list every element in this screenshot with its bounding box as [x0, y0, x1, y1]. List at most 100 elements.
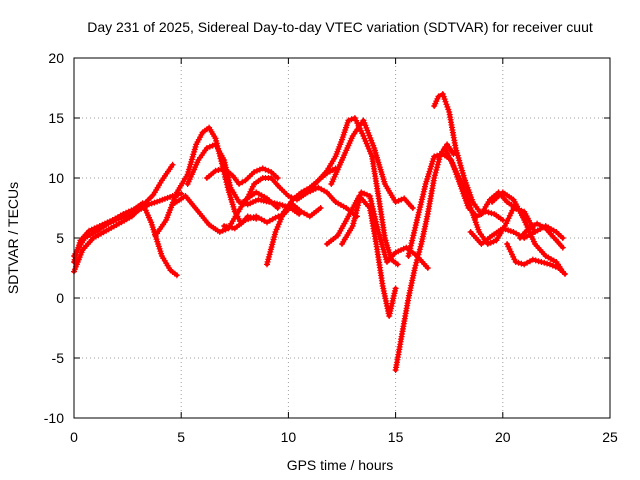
data-point [559, 244, 566, 251]
data-point [169, 161, 176, 168]
data-series [328, 117, 416, 211]
y-axis-label: SDTVAR / TECUs [5, 182, 21, 294]
data-point [411, 265, 418, 271]
data-point [317, 205, 324, 211]
x-tick-label: 15 [388, 429, 404, 445]
data-point [252, 197, 259, 204]
data-point [549, 262, 556, 269]
data-series [504, 241, 568, 277]
y-tick-label: 20 [48, 50, 64, 66]
data-point [414, 257, 420, 263]
data-point [206, 143, 213, 150]
data-point [151, 199, 158, 206]
data-point [431, 175, 438, 181]
y-tick-label: 5 [56, 230, 64, 246]
data-point [154, 198, 161, 205]
data-point [254, 167, 260, 174]
data-point [552, 263, 559, 270]
data-point [219, 227, 226, 234]
data-point [490, 238, 497, 245]
data-point [358, 189, 365, 196]
data-point [499, 217, 506, 223]
data-point [432, 169, 439, 176]
data-point [488, 210, 495, 217]
data-point [433, 167, 440, 173]
chart-title: Day 231 of 2025, Sidereal Day-to-day VTE… [87, 19, 593, 35]
grid [74, 58, 610, 418]
data-point [518, 260, 525, 267]
data-point [178, 190, 185, 197]
data-point [279, 202, 286, 209]
data-point [348, 116, 355, 123]
data-point [392, 249, 399, 256]
data-point [148, 200, 155, 207]
x-axis-label: GPS time / hours [287, 457, 394, 473]
data-point [442, 98, 449, 105]
data-point [361, 190, 368, 197]
data-point [276, 201, 283, 208]
y-tick-label: 0 [56, 290, 64, 306]
data-series [517, 220, 566, 251]
data-point [507, 228, 514, 235]
data-point [250, 199, 256, 205]
x-tick-label: 25 [602, 429, 618, 445]
data-point [345, 117, 352, 124]
data-point [544, 260, 551, 267]
data-point [236, 199, 243, 205]
data-point [218, 166, 225, 173]
y-tick-label: 10 [48, 170, 64, 186]
data-point [559, 235, 566, 241]
data-point [515, 259, 522, 266]
data-layer [71, 91, 568, 373]
data-series [184, 141, 303, 217]
plot-frame [73, 57, 611, 419]
data-point [499, 225, 506, 232]
data-point [416, 249, 423, 255]
data-point [239, 179, 246, 186]
data-point [86, 227, 92, 234]
data-point [395, 248, 402, 255]
data-series [71, 161, 176, 275]
data-point [409, 205, 416, 211]
data-point [272, 214, 279, 221]
data-point [251, 169, 258, 175]
data-point [431, 153, 438, 160]
data-point [274, 175, 281, 181]
data-point [562, 271, 568, 277]
data-point [215, 167, 222, 173]
data-point [547, 261, 553, 268]
x-tick-label: 0 [70, 429, 78, 445]
data-point [256, 166, 263, 173]
data-point [247, 215, 254, 222]
data-point [259, 165, 266, 172]
data-point [541, 259, 548, 266]
data-point [392, 199, 399, 205]
data-point [532, 257, 539, 264]
y-tick-label: -10 [44, 410, 64, 426]
data-point [485, 209, 492, 216]
data-series [298, 115, 401, 268]
data-point [173, 272, 180, 279]
data-point [146, 201, 152, 208]
data-series [489, 189, 566, 275]
x-tick-label: 10 [281, 429, 297, 445]
data-series [324, 193, 399, 319]
data-point [245, 216, 252, 223]
data-point [88, 226, 95, 233]
data-point [216, 229, 223, 235]
data-point [394, 261, 401, 268]
x-tick-label: 20 [495, 429, 511, 445]
data-point [535, 258, 542, 265]
data-series [392, 141, 457, 373]
data-point [415, 251, 422, 258]
data-point [512, 259, 519, 265]
data-point [285, 193, 292, 199]
data-point [265, 167, 272, 174]
data-point [392, 285, 399, 292]
data-point [487, 239, 494, 246]
data-point [434, 161, 441, 168]
data-point [529, 256, 536, 263]
axis-ticks: 0 5 10 15 20 25 -10 -5 0 5 10 15 20 [44, 50, 618, 445]
